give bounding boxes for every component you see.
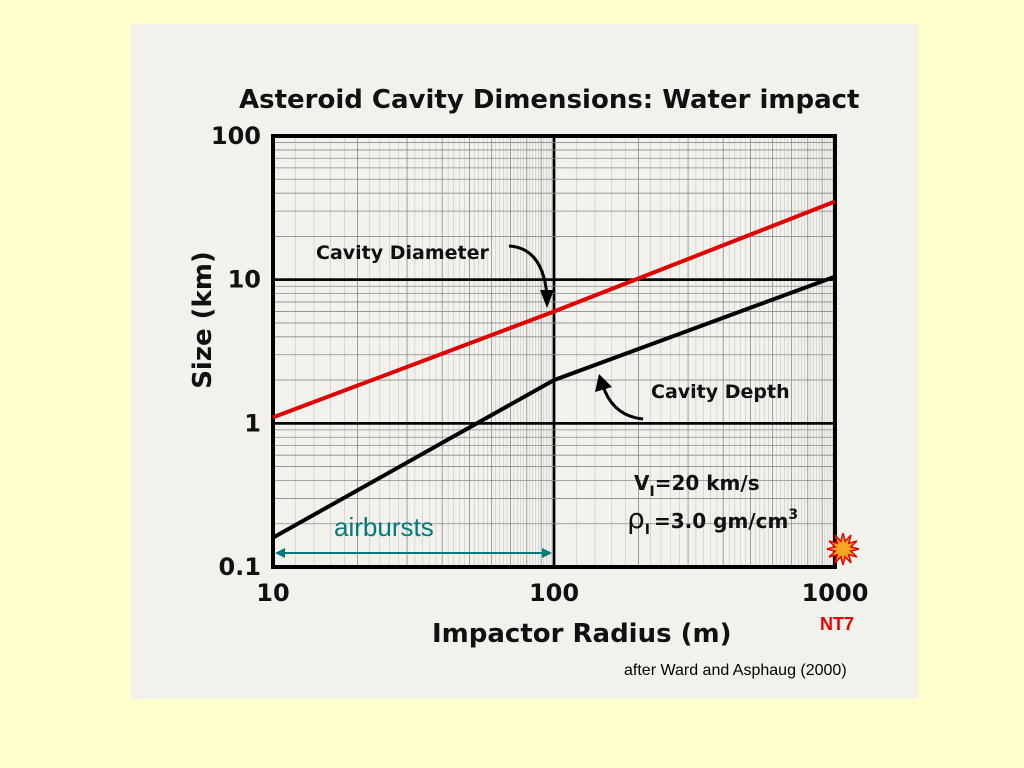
chart-title: Asteroid Cavity Dimensions: Water impact bbox=[239, 85, 859, 115]
x-tick-label: 100 bbox=[529, 579, 579, 607]
y-tick-label: 1 bbox=[244, 409, 261, 437]
series-lines bbox=[272, 199, 836, 540]
density-annotation: ρI =3.0 gm/cm3 bbox=[627, 502, 798, 538]
diameter-arrow bbox=[508, 244, 549, 297]
chart-grid bbox=[271, 134, 837, 569]
cavity-chart: Asteroid Cavity Dimensions: Water impact… bbox=[188, 85, 869, 649]
chart-scan-panel: Asteroid Cavity Dimensions: Water impact… bbox=[131, 24, 918, 699]
x-axis-label: Impactor Radius (m) bbox=[432, 619, 731, 649]
y-tick-label: 10 bbox=[228, 266, 261, 294]
explosion-icon bbox=[826, 532, 860, 566]
y-tick-label: 0.1 bbox=[218, 553, 261, 581]
depth-arrowhead-icon bbox=[595, 374, 612, 392]
x-tick-label: 10 bbox=[256, 579, 289, 607]
velocity-annotation: VI=20 km/s bbox=[634, 471, 760, 500]
diameter-arrowhead-icon bbox=[540, 290, 554, 308]
tick-labels: 10 100 1000 100 10 1 0.1 bbox=[211, 122, 869, 607]
airbursts-right-arrow-icon bbox=[542, 548, 552, 558]
depth-arrow bbox=[601, 385, 644, 421]
nt7-label: NT7 bbox=[820, 614, 855, 634]
annotations: Cavity Diameter Cavity Depth VI=20 km/sρI =… bbox=[275, 242, 860, 566]
source-credit: after Ward and Asphaug (2000) bbox=[624, 662, 847, 679]
airbursts-label: airbursts bbox=[334, 512, 434, 542]
airbursts-left-arrow-icon bbox=[275, 548, 285, 558]
plot-frame bbox=[271, 134, 837, 569]
cavity-diameter-line bbox=[272, 199, 836, 420]
cavity-depth-label: Cavity Depth bbox=[651, 381, 790, 403]
y-tick-label: 100 bbox=[211, 122, 261, 150]
y-axis-label: Size (km) bbox=[188, 251, 218, 389]
cavity-diameter-label: Cavity Diameter bbox=[316, 242, 490, 264]
cavity-depth-line bbox=[272, 274, 836, 540]
x-tick-label: 1000 bbox=[802, 579, 869, 607]
